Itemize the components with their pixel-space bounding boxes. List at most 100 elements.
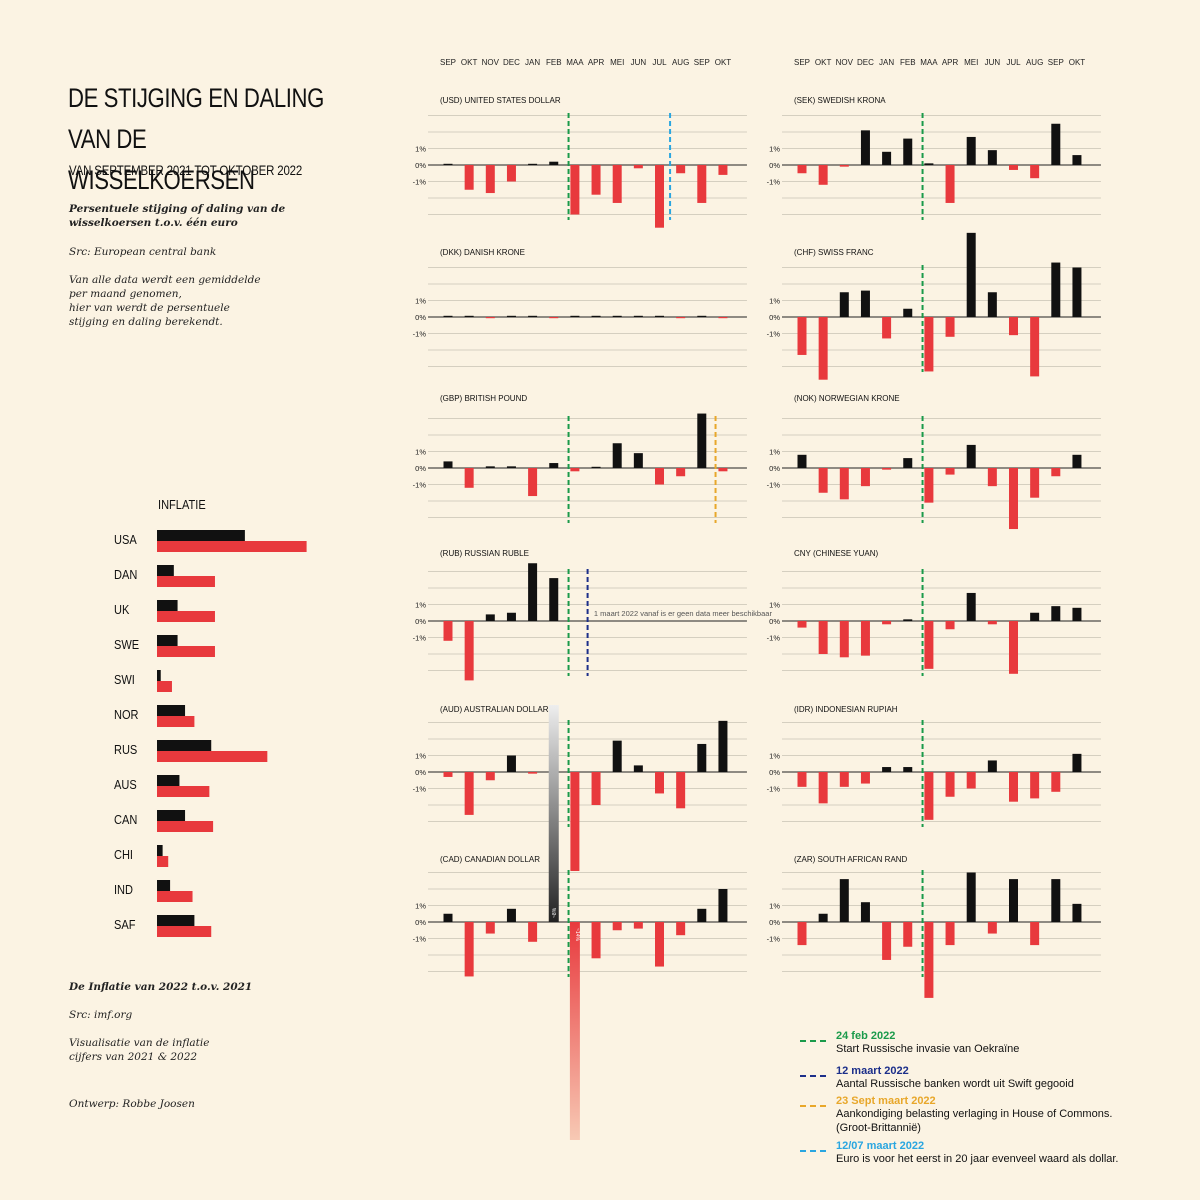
bar-positive (860, 290, 870, 317)
bar-positive (903, 138, 913, 165)
bar-positive (987, 760, 997, 772)
axis-label: -1% (413, 178, 427, 187)
bar-negative (966, 772, 976, 789)
bar-positive (966, 592, 976, 621)
legend-desc: Euro is voor het eerst in 20 jaar evenve… (836, 1153, 1119, 1165)
bar-negative (570, 772, 580, 871)
bar-positive (966, 232, 976, 317)
bar-positive (860, 130, 870, 165)
inflation-country-label: USA (114, 532, 138, 547)
bar-positive (506, 908, 516, 922)
axis-label: -1% (413, 634, 427, 643)
bar-positive (697, 413, 707, 468)
bar-negative (464, 165, 474, 190)
bar-negative (676, 317, 686, 319)
description-note: Persentuele stijging of daling van de wi… (69, 203, 286, 229)
bar-negative (1009, 621, 1018, 674)
axis-label: -1% (413, 481, 427, 490)
bar-positive (612, 740, 622, 772)
inflation-bar-2021 (157, 810, 186, 821)
bar-negative (860, 772, 870, 784)
overflow-label: ~14% (574, 928, 580, 941)
inflation-country-label: IND (114, 882, 133, 897)
design-credit: Ontwerp: Robbe Joosen (69, 1098, 195, 1110)
legend-text: 12/07 maart 2022 Euro is voor het eerst i… (836, 1140, 1136, 1166)
bar-positive (443, 315, 453, 317)
bar-negative (612, 165, 622, 203)
bar-positive (1051, 879, 1061, 922)
bar-negative (1051, 468, 1061, 477)
chart-title: (USD) UNITED STATES DOLLAR (440, 96, 561, 105)
inflation-bar-2021 (157, 600, 178, 611)
inflation-bar-2022 (157, 751, 268, 762)
bar-negative (924, 621, 934, 669)
month-label: JAN (879, 58, 894, 67)
bar-positive (485, 614, 495, 621)
bar-negative (1051, 772, 1061, 792)
bar-negative (443, 621, 453, 641)
inflation-country-label: DAN (114, 567, 137, 582)
bar-negative (464, 922, 474, 977)
bar-positive (718, 720, 728, 772)
bar-negative (797, 772, 807, 787)
bar-positive (903, 767, 913, 772)
inflation-bar-2022 (157, 891, 193, 902)
bar-positive (570, 315, 580, 317)
bar-negative (818, 621, 828, 654)
bar-negative (1030, 317, 1040, 377)
bar-negative (718, 317, 728, 319)
inflation-country-label: CHI (114, 847, 133, 862)
inflation-bar-2021 (157, 880, 171, 891)
bar-positive (697, 743, 707, 772)
inflation-country-label: CAN (114, 812, 137, 827)
inflation-title: INFLATIE (158, 497, 206, 512)
bar-negative (676, 922, 686, 936)
axis-label: 1% (415, 448, 426, 457)
month-label: DEC (857, 58, 874, 67)
month-label: FEB (900, 58, 916, 67)
inflation-desc-note: Visualisatie van de inflatie cijfers van… (69, 1037, 210, 1063)
bar-positive (1051, 606, 1061, 621)
inflation-bar-2021 (157, 635, 178, 646)
bar-negative (797, 621, 807, 628)
bar-negative (839, 165, 849, 167)
axis-label: 0% (415, 464, 426, 473)
inflation-country-label: SAF (114, 917, 135, 932)
axis-label: 1% (415, 752, 426, 761)
bar-positive (485, 466, 495, 468)
bar-negative (839, 468, 849, 500)
bar-negative (1030, 165, 1040, 179)
legend-date: 24 feb 2022 (836, 1030, 896, 1042)
legend-text: 12 maart 2022 Aantal Russische banken wor… (836, 1065, 1136, 1091)
inflation-country-label: SWE (114, 637, 139, 652)
bar-negative (860, 621, 870, 656)
month-label: FEB (546, 58, 562, 67)
month-label: MEI (610, 58, 624, 67)
bar-negative (485, 922, 495, 934)
legend-date: 23 Sept maart 2022 (836, 1095, 936, 1107)
page-subtitle: VAN SEPTEMBER 2021 TOT OKTOBER 2022 (69, 162, 303, 178)
chart-title: (AUD) AUSTRALIAN DOLLAR (440, 705, 549, 714)
month-label: NOV (836, 58, 854, 67)
inflation-country-label: NOR (114, 707, 139, 722)
bar-negative (860, 468, 870, 487)
bar-positive (1072, 454, 1082, 468)
bar-positive (528, 563, 538, 621)
chart-title: CNY (CHINESE YUAN) (794, 549, 879, 558)
bar-positive (987, 292, 997, 317)
bar-positive (882, 767, 892, 772)
axis-label: 0% (415, 161, 426, 170)
chart-title: (DKK) DANISH KRONE (440, 248, 525, 257)
bar-positive (839, 292, 849, 317)
inflation-note: De Inflatie van 2022 t.o.v. 2021 (69, 981, 253, 993)
bar-positive (860, 902, 870, 922)
legend-text: 24 feb 2022 Start Russische invasie van O… (836, 1030, 1136, 1056)
bar-negative (987, 922, 997, 934)
bar-negative (1009, 468, 1018, 530)
bar-positive (882, 151, 892, 165)
source-imf-note: Src: imf.org (69, 1009, 133, 1021)
inflation-bar-2022 (157, 821, 214, 832)
axis-label: -1% (413, 785, 427, 794)
bar-negative (924, 922, 934, 998)
